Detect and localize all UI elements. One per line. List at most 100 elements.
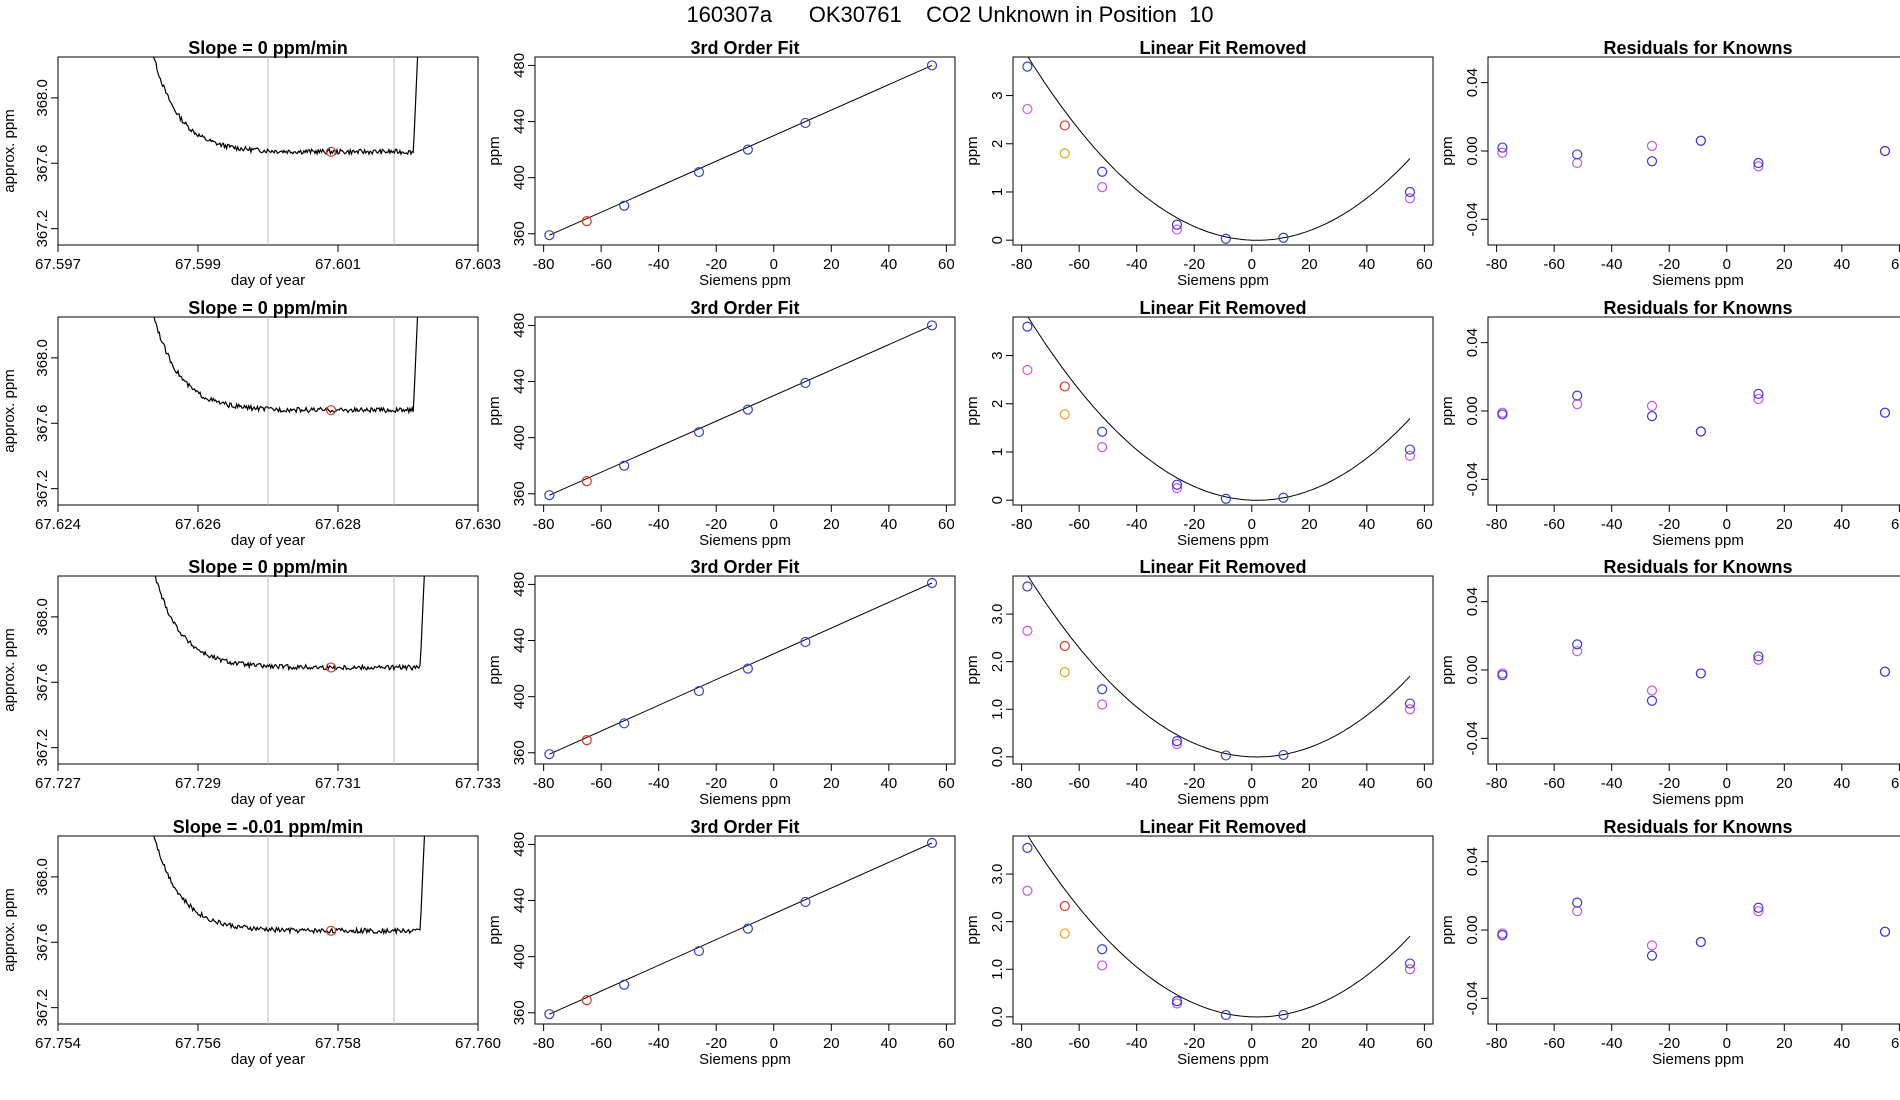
known-point <box>1171 736 1183 747</box>
fit-curve <box>1027 576 1411 758</box>
y-tick-label: -0.04 <box>1464 721 1481 755</box>
known-point <box>1497 670 1508 681</box>
plot-area <box>544 577 938 760</box>
raw-unknown-point <box>1059 667 1070 678</box>
known-point <box>693 166 705 178</box>
plot-area <box>1497 135 1891 172</box>
known-point <box>693 426 705 438</box>
y-tick-label: 0.0 <box>989 1006 1006 1027</box>
x-tick-label: 20 <box>1301 775 1318 792</box>
y-tick-label: 1 <box>989 188 1006 196</box>
x-tick-label: -60 <box>590 516 612 533</box>
y-tick-label: 440 <box>511 109 528 134</box>
raw-point <box>1404 450 1416 461</box>
x-axis-label: Siemens ppm <box>1177 532 1269 549</box>
x-tick-label: 0 <box>1723 256 1731 273</box>
raw-unknown-point <box>1059 928 1070 939</box>
x-tick-label: 40 <box>1358 1035 1375 1052</box>
y-tick-label: 0.00 <box>1464 915 1481 944</box>
plot-frame <box>1012 56 1434 246</box>
x-tick-label: -40 <box>1601 775 1623 792</box>
fit-line <box>549 582 933 755</box>
x-tick-label: -80 <box>533 1035 555 1052</box>
panel-r2c4: Residuals for Knowns -80 -60 -40 -20 0 20 40 60 -… <box>1439 298 1900 549</box>
raw-point <box>1022 885 1033 896</box>
x-tick-label: -40 <box>1126 775 1148 792</box>
x-tick-label: 0 <box>770 516 778 533</box>
known-point <box>1695 135 1706 146</box>
known-point <box>1097 684 1108 695</box>
known-point <box>619 460 630 471</box>
unknown-point <box>1059 900 1070 912</box>
panel-r3c1: Slope = 0 ppm/min 67.727 67.729 67.731 67.73… <box>1 557 501 808</box>
x-axis-label: Siemens ppm <box>699 1051 791 1068</box>
x-tick-label: 40 <box>880 516 897 533</box>
y-tick-label: 367.2 <box>34 470 51 508</box>
x-tick-label: 20 <box>1301 516 1318 533</box>
x-tick-label: -60 <box>1068 256 1090 273</box>
plot-area <box>1497 639 1891 706</box>
x-tick-label: -20 <box>1183 516 1205 533</box>
x-tick-label: 0 <box>770 775 778 792</box>
y-tick-label: 1 <box>989 448 1006 456</box>
raw-unknown-point <box>1059 409 1070 420</box>
y-tick-label: 0 <box>989 236 1006 244</box>
plot-area <box>154 576 425 764</box>
known-point <box>800 377 811 389</box>
x-axis-label: Siemens ppm <box>1652 791 1744 808</box>
y-tick-label: 480 <box>511 313 528 338</box>
raw-point <box>1097 182 1108 193</box>
raw-point <box>1171 738 1183 750</box>
x-tick-label: 67.626 <box>175 516 221 533</box>
panel-title: Residuals for Knowns <box>1603 557 1792 577</box>
y-tick-label: 0.04 <box>1464 587 1481 616</box>
x-tick-label: 67.727 <box>35 775 81 792</box>
y-tick-label: 440 <box>511 369 528 394</box>
panel-r1c3: Linear Fit Removed -80 -60 -40 -20 0 20 40 60 0 1 2… <box>964 38 1434 289</box>
x-axis-label: day of year <box>231 1051 305 1068</box>
x-tick-label: 60 <box>938 516 955 533</box>
raw-point <box>1022 103 1033 115</box>
known-point <box>544 490 555 501</box>
raw-point <box>1753 906 1764 917</box>
y-axis-label: approx. ppm <box>1 369 18 452</box>
raw-point <box>1497 147 1508 158</box>
y-axis-label: ppm <box>1439 396 1456 425</box>
raw-point <box>1097 960 1108 971</box>
panel-r1c4: Residuals for Knowns -80 -60 -40 -20 0 20 40 60 -… <box>1439 38 1900 289</box>
page-title: 160307a OK30761 CO2 Unknown in Position … <box>686 2 1214 27</box>
x-tick-label: 20 <box>823 256 840 273</box>
panel-title: Residuals for Knowns <box>1603 38 1792 58</box>
y-tick-label: 2.0 <box>989 651 1006 672</box>
plot-area <box>1022 57 1416 244</box>
raw-point <box>1171 224 1183 235</box>
known-point <box>1753 388 1764 400</box>
x-tick-label: 60 <box>938 256 955 273</box>
x-tick-label: -20 <box>1658 1035 1680 1052</box>
x-tick-label: -20 <box>1658 256 1680 273</box>
x-tick-label: -60 <box>1543 1035 1565 1052</box>
raw-point <box>1646 140 1658 151</box>
known-point <box>1097 166 1108 177</box>
x-axis-label: Siemens ppm <box>1652 272 1744 289</box>
y-axis-label: approx. ppm <box>1 109 18 192</box>
x-tick-label: 40 <box>1833 775 1850 792</box>
y-tick-label: 3.0 <box>989 864 1006 885</box>
x-tick-label: -60 <box>590 775 612 792</box>
known-point <box>1220 750 1231 761</box>
x-axis-label: Siemens ppm <box>699 532 791 549</box>
data-trace <box>153 836 426 936</box>
x-tick-label: 40 <box>1358 256 1375 273</box>
panel-r3c3: Linear Fit Removed -80 -60 -40 -20 0 20 40 60 0.0… <box>964 557 1434 808</box>
panel-r4c4: Residuals for Knowns -80 -60 -40 -20 0 20 40 60 -… <box>1439 817 1900 1068</box>
y-tick-label: 0.00 <box>1464 655 1481 684</box>
y-tick-label: 400 <box>511 684 528 709</box>
known-point <box>1404 958 1416 969</box>
x-tick-label: -40 <box>1126 1035 1148 1052</box>
x-tick-label: 40 <box>1833 516 1850 533</box>
unknown-point <box>1059 640 1070 652</box>
known-point <box>1097 426 1108 437</box>
plot-area <box>153 317 419 505</box>
y-tick-label: 0.00 <box>1464 136 1481 165</box>
